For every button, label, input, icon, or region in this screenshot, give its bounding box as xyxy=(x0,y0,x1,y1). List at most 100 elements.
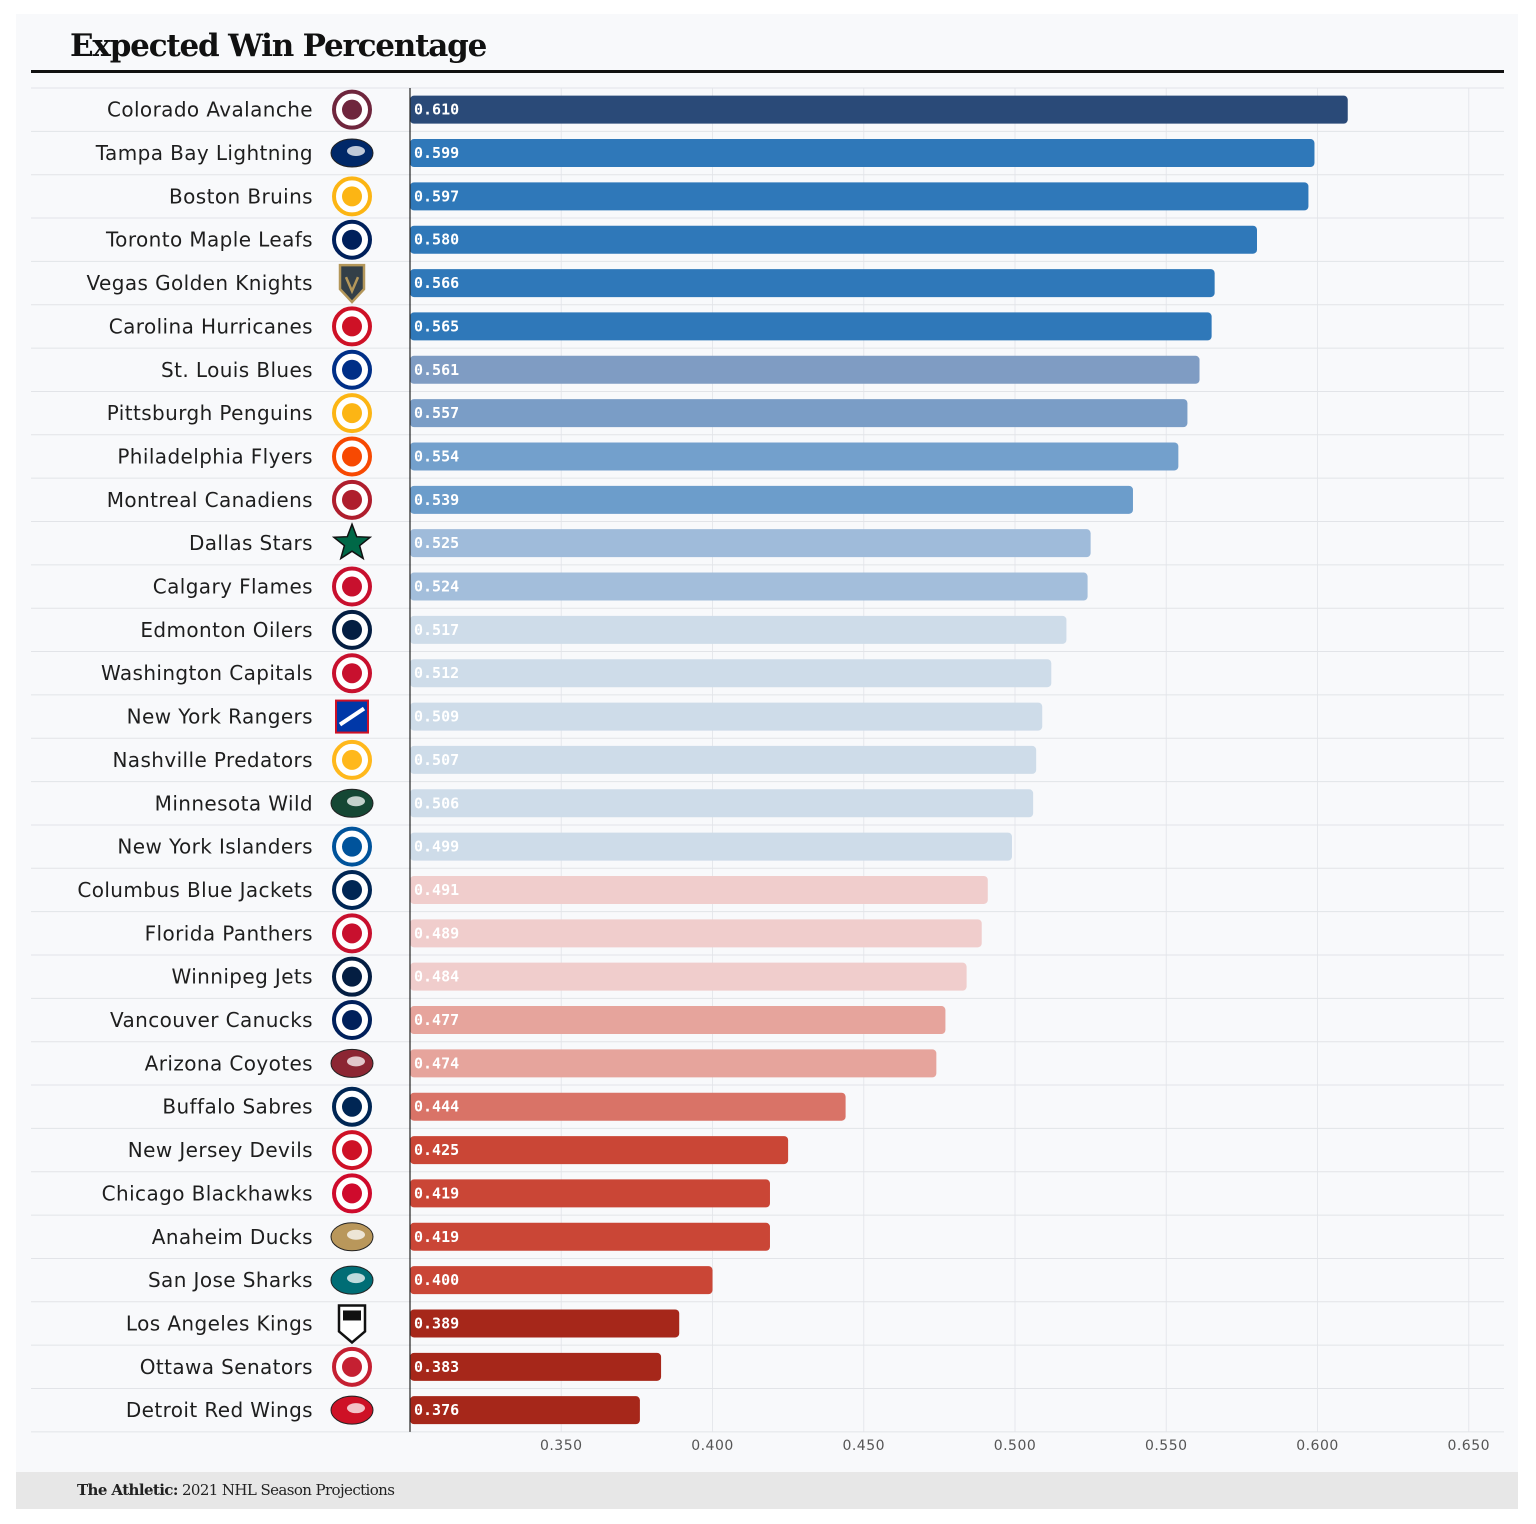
x-tick-label: 0.550 xyxy=(1145,1438,1188,1454)
bar xyxy=(410,182,1309,211)
bar-value-label: 0.565 xyxy=(414,317,459,335)
bar-value-label: 0.610 xyxy=(414,101,459,119)
bar-value-label: 0.474 xyxy=(414,1054,459,1072)
team-label: New York Islanders xyxy=(117,835,313,859)
bar xyxy=(410,95,1348,124)
bar-value-label: 0.383 xyxy=(414,1358,459,1376)
bar-row: Colorado Avalanche 0.610 xyxy=(107,89,1348,130)
bar-value-label: 0.599 xyxy=(414,144,459,162)
bar-value-label: 0.419 xyxy=(414,1184,459,1202)
bar-row: Tampa Bay Lightning 0.599 xyxy=(95,138,1315,168)
team-label: Washington Capitals xyxy=(101,661,313,685)
bar-value-label: 0.425 xyxy=(414,1141,459,1159)
gridlines xyxy=(31,87,1504,1433)
x-tick-label: 0.600 xyxy=(1296,1438,1339,1454)
jets-logo-icon xyxy=(332,956,372,997)
bar xyxy=(410,442,1179,471)
capitals-logo-icon xyxy=(332,653,372,694)
predators-logo-icon xyxy=(332,739,372,780)
stars-logo-icon xyxy=(331,522,373,561)
kings-logo-icon xyxy=(337,1304,367,1345)
bar xyxy=(410,529,1091,558)
team-label: Buffalo Sabres xyxy=(162,1095,313,1119)
bar xyxy=(410,225,1257,254)
bar xyxy=(410,1309,680,1338)
x-tick-label: 0.450 xyxy=(842,1438,885,1454)
bar-row: New Jersey Devils 0.425 xyxy=(128,1130,789,1171)
team-label: Boston Bruins xyxy=(169,184,313,208)
footer-bar: The Athletic: 2021 NHL Season Projection… xyxy=(16,1472,1518,1509)
bar-row: Buffalo Sabres 0.444 xyxy=(162,1086,846,1127)
bar xyxy=(410,789,1034,818)
rangers-logo-icon xyxy=(335,699,369,734)
team-label: Toronto Maple Leafs xyxy=(105,228,313,252)
blackhawks-logo-icon xyxy=(332,1173,372,1214)
bar xyxy=(410,875,988,904)
team-label: Ottawa Senators xyxy=(140,1355,313,1379)
bar xyxy=(410,1092,846,1121)
bar-value-label: 0.506 xyxy=(414,794,459,812)
team-label: Los Angeles Kings xyxy=(126,1311,313,1335)
bar-value-label: 0.525 xyxy=(414,534,459,552)
bar-value-label: 0.597 xyxy=(414,187,459,205)
flames-logo-icon xyxy=(332,566,372,607)
chart-title: Expected Win Percentage xyxy=(70,28,487,64)
blues-logo-icon xyxy=(332,349,372,390)
bar xyxy=(410,312,1212,341)
team-label: Nashville Predators xyxy=(112,748,313,772)
team-label: New York Rangers xyxy=(127,705,313,729)
bar-row: Arizona Coyotes 0.474 xyxy=(145,1048,937,1078)
bar-value-label: 0.507 xyxy=(414,751,459,769)
title-rule xyxy=(31,70,1504,73)
bruins-logo-icon xyxy=(332,176,372,217)
bar-value-label: 0.539 xyxy=(414,491,459,509)
team-label: Florida Panthers xyxy=(145,921,313,945)
lightning-logo-icon xyxy=(330,138,374,168)
avalanche-logo-icon xyxy=(332,89,372,130)
hurricanes-logo-icon xyxy=(332,306,372,347)
canucks-logo-icon xyxy=(332,1000,372,1041)
bar xyxy=(410,919,982,948)
bar xyxy=(410,139,1315,168)
panthers-logo-icon xyxy=(332,913,372,954)
bar xyxy=(410,1179,770,1208)
ducks-logo-icon xyxy=(330,1222,374,1252)
bar-row: Ottawa Senators 0.383 xyxy=(140,1346,662,1387)
bar-row: Vancouver Canucks 0.477 xyxy=(110,1000,946,1041)
team-label: Edmonton Oilers xyxy=(140,618,313,642)
team-label: Minnesota Wild xyxy=(155,791,313,815)
team-label: Columbus Blue Jackets xyxy=(77,878,313,902)
x-tick-label: 0.400 xyxy=(691,1438,734,1454)
bar xyxy=(410,1222,770,1251)
bar-value-label: 0.400 xyxy=(414,1271,459,1289)
team-label: Detroit Red Wings xyxy=(126,1398,313,1422)
team-label: Vancouver Canucks xyxy=(110,1008,313,1032)
bar-row: Philadelphia Flyers 0.554 xyxy=(117,436,1179,477)
team-label: New Jersey Devils xyxy=(128,1138,313,1162)
bar-value-label: 0.561 xyxy=(414,361,459,379)
bar xyxy=(410,355,1200,384)
wild-logo-icon xyxy=(330,788,374,818)
islanders-logo-icon xyxy=(332,826,372,867)
bar xyxy=(410,1136,789,1165)
bar xyxy=(410,1266,713,1295)
bar-row: Toronto Maple Leafs 0.580 xyxy=(105,219,1257,260)
team-label: St. Louis Blues xyxy=(161,358,313,382)
bar-row: Los Angeles Kings 0.389 xyxy=(126,1304,680,1345)
bar-row: Calgary Flames 0.524 xyxy=(153,566,1088,607)
oilers-logo-icon xyxy=(332,609,372,650)
x-tick-label: 0.350 xyxy=(540,1438,583,1454)
bar-value-label: 0.566 xyxy=(414,274,459,292)
bar xyxy=(410,702,1043,731)
bar-value-label: 0.389 xyxy=(414,1314,459,1332)
bar-row: Nashville Predators 0.507 xyxy=(112,739,1037,780)
canadiens-logo-icon xyxy=(332,479,372,520)
team-label: San Jose Sharks xyxy=(148,1268,313,1292)
footer-text: The Athletic: 2021 NHL Season Projection… xyxy=(77,1481,395,1499)
bar xyxy=(410,832,1012,861)
bar xyxy=(410,1006,946,1035)
footer-subtitle: 2021 NHL Season Projections xyxy=(181,1481,395,1499)
golden-knights-logo-icon xyxy=(338,263,366,304)
bar xyxy=(410,745,1037,774)
bar-row: New York Islanders 0.499 xyxy=(117,826,1012,867)
